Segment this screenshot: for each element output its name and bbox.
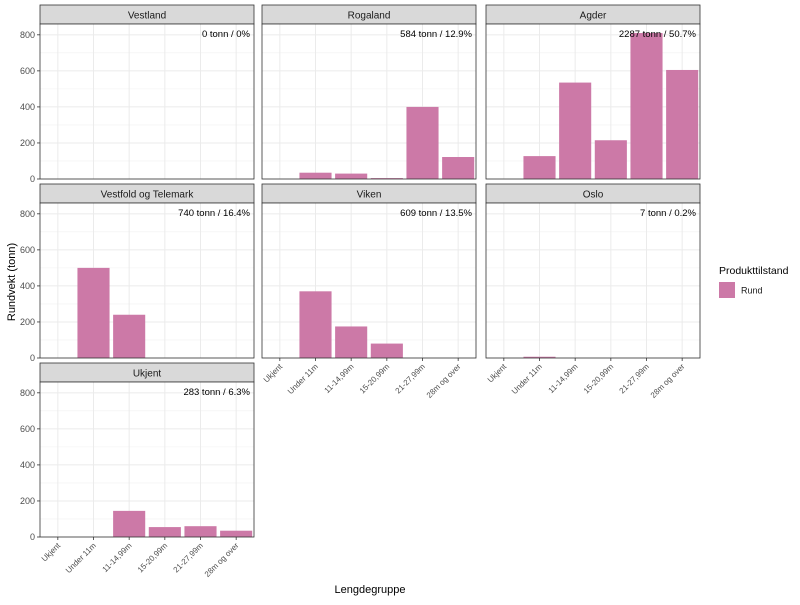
bar-rogaland-under-11m [299, 172, 332, 179]
y-tick-label: 400 [20, 460, 35, 470]
x-tick-label: 21-27,99m [618, 362, 652, 396]
x-tick-label: Under 11m [64, 541, 98, 575]
facet-title: Vestland [128, 11, 166, 22]
y-tick-labels: 0 200 400 600 800 0 200 400 600 800 0 200 400 600 800 [20, 30, 40, 542]
legend-label-rund: Rund [741, 286, 763, 296]
panel-background [262, 24, 476, 179]
panel-border [485, 202, 701, 359]
x-tick-label: 11-14,99m [547, 362, 580, 395]
bar-agder-under-11m [523, 156, 556, 179]
facet-annotation: 2287 tonn / 50.7% [619, 29, 697, 40]
bar-viken-15-20-99m [370, 343, 403, 358]
bar-vestfold-og-telemark-11-14-99m [113, 314, 146, 358]
y-tick-label: 400 [20, 281, 35, 291]
panel-border [261, 23, 477, 180]
panel-background [40, 203, 254, 358]
facet-panels: Vestland 0 tonn / 0% Rogaland 584 tonn / 12… [39, 4, 701, 538]
facet-title: Agder [580, 11, 607, 22]
bar-viken-11-14-99m [335, 326, 368, 358]
x-tick-label: Ukjent [486, 362, 509, 385]
bar-rogaland-11-14-99m [335, 173, 368, 179]
panel-background [486, 203, 700, 358]
bar-rogaland-21-27-99m [406, 106, 439, 179]
legend-key-rund [719, 282, 735, 298]
panel-border [39, 381, 255, 538]
y-tick-label: 800 [20, 30, 35, 40]
facet-vestland: Vestland 0 tonn / 0% [39, 4, 255, 180]
y-tick-label: 400 [20, 102, 35, 112]
x-tick-label: 11-14,99m [101, 541, 134, 574]
facet-title: Viken [357, 190, 382, 201]
y-tick-label: 200 [20, 317, 35, 327]
bar-rogaland-15-20-99m [370, 178, 403, 179]
panel-background [486, 24, 700, 179]
bar-oslo-under-11m [523, 356, 556, 358]
facet-title: Oslo [583, 190, 604, 201]
legend-title: Produkttilstand [719, 265, 789, 277]
panel-background [262, 203, 476, 358]
panel-background [40, 24, 254, 179]
bar-ukjent-11-14-99m [113, 510, 146, 537]
panel-border [261, 202, 477, 359]
x-tick-label: 28m og over [203, 541, 241, 579]
facet-vestfold-og-telemark: Vestfold og Telemark 740 tonn / 16.4% [39, 183, 255, 359]
bar-agder-15-20-99m [594, 140, 627, 179]
bar-ukjent-15-20-99m [148, 527, 181, 537]
facet-title: Vestfold og Telemark [101, 190, 195, 201]
facet-annotation: 609 tonn / 13.5% [400, 208, 472, 219]
bar-agder-11-14-99m [559, 82, 592, 179]
facet-viken: Viken 609 tonn / 13.5% [261, 183, 477, 359]
facet-annotation: 0 tonn / 0% [202, 29, 251, 40]
facet-annotation: 740 tonn / 16.4% [178, 208, 250, 219]
facet-oslo: Oslo 7 tonn / 0.2% [485, 183, 701, 359]
x-axis-title: Lengdegruppe [335, 584, 406, 596]
x-tick-label: 15-20,99m [358, 362, 392, 396]
facet-annotation: 283 tonn / 6.3% [183, 387, 250, 398]
y-tick-label: 0 [30, 174, 35, 184]
bar-agder-21-27-99m [630, 33, 663, 179]
x-tick-label: 11-14,99m [323, 362, 356, 395]
x-tick-label: 15-20,99m [136, 541, 170, 575]
bar-agder-28m-og-over [666, 69, 699, 179]
y-tick-label: 200 [20, 138, 35, 148]
facet-title: Ukjent [133, 369, 162, 380]
x-tick-label: Under 11m [286, 362, 320, 396]
x-tick-label: 28m og over [425, 362, 463, 400]
facet-rogaland: Rogaland 584 tonn / 12.9% [261, 4, 477, 180]
y-tick-label: 200 [20, 496, 35, 506]
facet-title: Rogaland [348, 11, 391, 22]
y-tick-label: 800 [20, 209, 35, 219]
x-tick-label: Ukjent [40, 541, 63, 564]
x-tick-label: 15-20,99m [582, 362, 616, 396]
bar-viken-under-11m [299, 291, 332, 358]
facet-agder: Agder 2287 tonn / 50.7% [485, 4, 701, 180]
x-tick-label: Under 11m [510, 362, 544, 396]
y-tick-label: 0 [30, 353, 35, 363]
y-tick-label: 600 [20, 66, 35, 76]
x-tick-label: 21-27,99m [172, 541, 206, 575]
x-tick-label: Ukjent [262, 362, 285, 385]
y-axis-title: Rundvekt (tonn) [6, 243, 18, 321]
facet-annotation: 584 tonn / 12.9% [400, 29, 472, 40]
x-tick-label: 21-27,99m [394, 362, 428, 396]
facet-annotation: 7 tonn / 0.2% [640, 208, 697, 219]
panel-border [39, 202, 255, 359]
bar-ukjent-21-27-99m [184, 526, 217, 537]
y-tick-label: 0 [30, 532, 35, 542]
panel-border [39, 23, 255, 180]
bar-ukjent-28m-og-over [220, 530, 253, 537]
panel-border [485, 23, 701, 180]
facet-ukjent: Ukjent 283 tonn / 6.3% [39, 362, 255, 538]
y-tick-label: 600 [20, 245, 35, 255]
y-tick-label: 600 [20, 424, 35, 434]
x-tick-label: 28m og over [649, 362, 687, 400]
panel-background [40, 382, 254, 537]
y-tick-label: 800 [20, 388, 35, 398]
bar-rogaland-28m-og-over [442, 157, 475, 179]
legend: Produkttilstand Rund [719, 265, 789, 298]
bar-vestfold-og-telemark-under-11m [77, 267, 110, 358]
